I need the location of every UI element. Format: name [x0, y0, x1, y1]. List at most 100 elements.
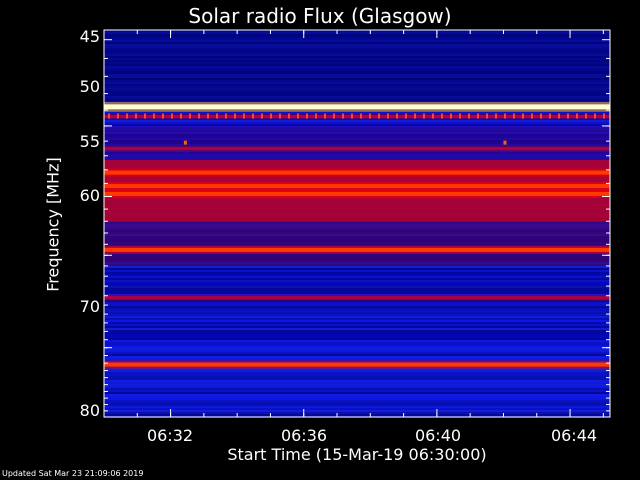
emission-band: [104, 115, 610, 119]
interference-spike: [153, 113, 155, 119]
heatmap-row: [104, 334, 610, 336]
heatmap-row: [104, 308, 610, 310]
emission-band: [104, 170, 610, 175]
emission-band: [104, 104, 610, 110]
heatmap-row: [104, 394, 610, 396]
interference-spike: [270, 113, 272, 119]
interference-spike: [288, 113, 290, 119]
heatmap-row: [104, 346, 610, 348]
x-axis-label: Start Time (15-Mar-19 06:30:00): [227, 445, 487, 464]
interference-spike: [261, 113, 263, 119]
interference-spike: [162, 113, 164, 119]
interference-spike: [504, 113, 506, 119]
interference-spike: [207, 113, 209, 119]
heatmap-zone: [104, 30, 610, 102]
heatmap-row: [104, 326, 610, 328]
interference-spike: [405, 113, 407, 119]
emission-band: [104, 362, 610, 367]
interference-spike: [333, 113, 335, 119]
heatmap-row: [104, 388, 610, 390]
y-tick-label: 45: [79, 27, 100, 46]
x-tick-label: 06:36: [280, 426, 328, 445]
heatmap-row: [104, 274, 610, 276]
x-tick-label: 06:32: [146, 426, 194, 445]
heatmap-row: [104, 354, 610, 356]
heatmap-row: [104, 336, 610, 338]
interference-spike: [225, 113, 227, 119]
interference-spike: [378, 113, 380, 119]
heatmap-row: [104, 342, 610, 344]
interference-spike: [558, 113, 560, 119]
heatmap-row: [104, 290, 610, 292]
interference-spike: [351, 113, 353, 119]
interference-spike: [567, 113, 569, 119]
heatmap-row: [104, 328, 610, 330]
heatmap-row: [104, 280, 610, 282]
heatmap-row: [104, 316, 610, 318]
heatmap-row: [104, 122, 610, 124]
interference-spike: [198, 113, 200, 119]
heatmap-row: [104, 376, 610, 378]
heatmap-row: [104, 330, 610, 332]
heatmap-row: [104, 408, 610, 410]
interference-spike: [243, 113, 245, 119]
heatmap-row: [104, 266, 610, 268]
heatmap-row: [104, 352, 610, 354]
emission-bands: [104, 101, 610, 369]
interference-spike: [531, 113, 533, 119]
y-tick-label: 55: [79, 132, 100, 151]
interference-spike: [135, 113, 137, 119]
interference-spike: [396, 113, 398, 119]
interference-spike: [108, 113, 110, 119]
chart-title: Solar radio Flux (Glasgow): [188, 4, 452, 28]
heatmap-row: [104, 370, 610, 372]
emission-band: [104, 184, 610, 189]
updated-timestamp: Updated Sat Mar 23 21:09:06 2019: [2, 469, 144, 478]
interference-spike: [252, 113, 254, 119]
interference-spike: [171, 113, 173, 119]
heatmap-row: [104, 358, 610, 360]
heatmap-row: [104, 124, 610, 126]
emission-band: [104, 147, 610, 151]
heatmap-row: [104, 402, 610, 404]
heatmap-row: [104, 322, 610, 324]
heatmap-row: [104, 286, 610, 288]
y-tick-label: 70: [79, 297, 100, 316]
interference-spike: [306, 113, 308, 119]
y-tick-label: 60: [79, 186, 100, 205]
heatmap-row: [104, 356, 610, 358]
interference-spike: [459, 113, 461, 119]
interference-spike: [414, 113, 416, 119]
heatmap-row: [104, 314, 610, 316]
heatmap-row: [104, 410, 610, 412]
interference-spike: [216, 113, 218, 119]
heatmap-row: [104, 270, 610, 272]
heatmap-row: [104, 374, 610, 376]
interference-spike: [594, 113, 596, 119]
heatmap-row: [104, 318, 610, 320]
heatmap-row: [104, 378, 610, 380]
heatmap-row: [104, 112, 610, 114]
interference-spike: [549, 113, 551, 119]
interference-spike: [315, 113, 317, 119]
interference-spike: [126, 113, 128, 119]
heatmap-row: [104, 350, 610, 352]
y-axis-label: Frequency [MHz]: [43, 157, 63, 292]
interference-spike: [495, 113, 497, 119]
heatmap-row: [104, 288, 610, 290]
interference-spike: [387, 113, 389, 119]
heatmap-row: [104, 390, 610, 392]
heatmap-row: [104, 272, 610, 274]
emission-band: [104, 296, 610, 300]
interference-spike: [369, 113, 371, 119]
interference-spike: [117, 113, 119, 119]
heatmap-zone: [104, 125, 610, 163]
heatmap-row: [104, 396, 610, 398]
interference-spike: [432, 113, 434, 119]
heatmap-row: [104, 278, 610, 280]
emission-band: [104, 191, 610, 196]
interference-spike: [522, 113, 524, 119]
heatmap-row: [104, 368, 610, 370]
heatmap-row: [104, 306, 610, 308]
burst-dot: [503, 140, 507, 145]
